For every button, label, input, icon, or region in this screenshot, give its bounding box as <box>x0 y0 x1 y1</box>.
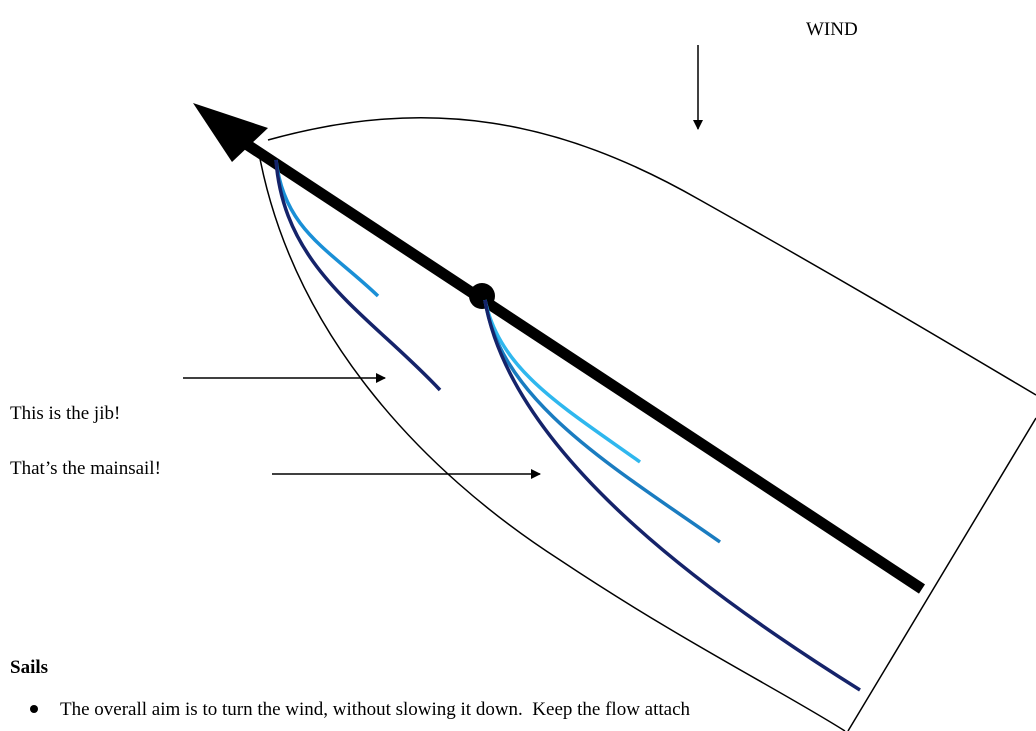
section-heading: Sails <box>10 657 48 678</box>
jib-curve <box>276 160 378 296</box>
jib-curve <box>276 160 440 390</box>
boat-outline <box>268 118 1036 395</box>
boat-direction <box>240 140 922 589</box>
sail-diagram: WIND This is the jib! That’s the mainsai… <box>0 0 1036 731</box>
mast <box>469 283 495 309</box>
jib-label: This is the jib! <box>10 403 120 424</box>
mainsail-curve <box>485 300 860 690</box>
mainsail-curve <box>485 300 640 462</box>
mainsail-label: That’s the mainsail! <box>10 458 161 479</box>
bullet-dot <box>30 705 38 713</box>
bullet-text: The overall aim is to turn the wind, wit… <box>60 699 691 720</box>
stern-line <box>848 418 1036 731</box>
wind-label: WIND <box>806 19 858 40</box>
mainsail-curve <box>485 300 720 542</box>
page: {"labels": {"wind": "WIND", "jib": "This… <box>0 0 1036 731</box>
